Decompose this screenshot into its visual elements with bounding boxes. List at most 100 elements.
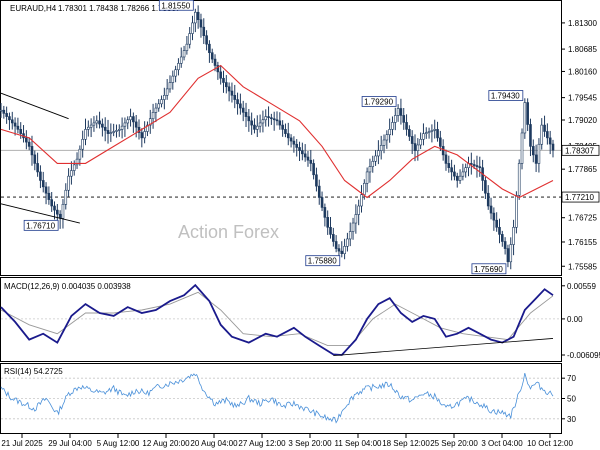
price-y-tick-label: 1.81300 [568,19,597,28]
price-annotation-box [23,219,59,231]
candle-body [27,141,31,147]
candle-body [101,123,104,128]
candle-body [89,124,93,128]
candle-body [320,197,324,208]
candle-body [222,77,225,83]
candle-body [408,129,411,137]
candle-body [486,192,490,207]
macd-lines [0,283,561,357]
price-pane-border [0,0,562,276]
candle-body [87,126,90,130]
candle-body [270,117,273,120]
candle-body [202,26,206,36]
candle-body [13,122,17,127]
x-tick-label: 3 Oct 04:00 [481,439,523,448]
candle-body [98,120,101,125]
candle-body [230,90,234,96]
candle-body [177,63,180,71]
candle-body [126,119,130,124]
candle-body [233,94,237,100]
candle-body [520,132,524,164]
price-y-tick-label: 1.80685 [568,45,597,54]
candle-body [146,124,149,132]
candle-body [115,130,118,132]
rsi-line [0,372,554,424]
candle-body [517,163,521,196]
candle-body [464,167,467,173]
upper-trendline [0,92,69,120]
candle-body [506,248,510,263]
x-tick-label: 29 Jul 04:00 [48,439,92,448]
candle-body [179,56,183,64]
candle-body [70,170,73,177]
macd-signal-line [0,291,554,347]
candle-body [368,166,372,173]
candle-body [210,52,214,60]
candle-body [357,205,360,215]
candle-body [33,154,37,164]
rsi-y-tick-label: 50 [567,395,576,404]
candle-body [53,205,56,211]
candle-body [168,82,172,90]
dashed-level-label: 1.77210 [565,193,594,202]
x-tick-label: 10 Oct 12:00 [527,439,573,448]
rsi-y-tick-label: 30 [567,415,576,424]
candle-body [303,153,307,158]
candle-body [484,180,487,194]
candle-body [0,109,3,112]
candle-body [199,19,203,28]
x-tick-label: 27 Aug 12:00 [238,439,286,448]
candle-body [306,156,310,161]
candle-body [81,138,84,150]
candle-body [205,35,208,45]
rsi-lines [0,372,561,424]
candle-body [134,121,138,128]
candle-body [84,129,87,140]
price-y-tick-label: 1.76725 [568,214,597,223]
price-annotation-box [471,263,507,275]
candle-body [10,119,14,124]
candle-body [326,217,329,228]
price-pane: EURAUD,H4 1.78301 1.78438 1.78266 1.7830… [0,0,600,276]
candle-body [174,69,177,77]
candle-body [551,143,555,151]
candle-body [264,116,268,121]
x-tick-label: 12 Aug 20:00 [142,439,190,448]
candle-body [182,50,186,58]
price-y-axis: 1.813001.806851.801601.795451.790201.784… [561,19,600,271]
candle-body [281,124,284,130]
price-grid [1,149,561,198]
candle-body [61,203,65,219]
current-price-box [561,144,600,156]
candle-body [298,147,301,151]
candle-body [239,103,242,109]
rsi-y-axis: 70 50 30 [561,374,576,424]
price-annotation-label: 1.79290 [364,97,393,106]
candle-body [301,150,304,155]
candle-body [194,11,197,24]
candle-body [393,115,397,123]
candle-body [388,129,391,135]
candle-body [340,250,344,254]
candle-body [132,116,135,123]
candle-body [427,131,431,133]
candle-body [453,171,456,177]
candle-body [151,112,155,120]
candle-body [444,154,448,164]
candle-body [92,122,96,126]
candle-body [523,102,527,134]
price-y-tick-label: 1.79545 [568,94,597,103]
price-y-tick-label: 1.75585 [568,262,597,271]
price-y-tick-label: 1.77865 [568,165,597,174]
candle-body [509,244,513,263]
candle-body [416,144,420,151]
rsi-pane: RSI(14) 54.2725 70 50 30 [0,363,576,434]
x-tick-label: 25 Sep 20:00 [430,439,478,448]
candle-body [515,195,518,228]
candle-body [529,124,532,147]
macd-label: MACD(12,26,9) 0.004035 0.003938 [4,282,131,291]
candle-body [250,120,253,126]
x-tick-label: 18 Sep 12:00 [382,439,430,448]
candle-body [163,94,166,100]
